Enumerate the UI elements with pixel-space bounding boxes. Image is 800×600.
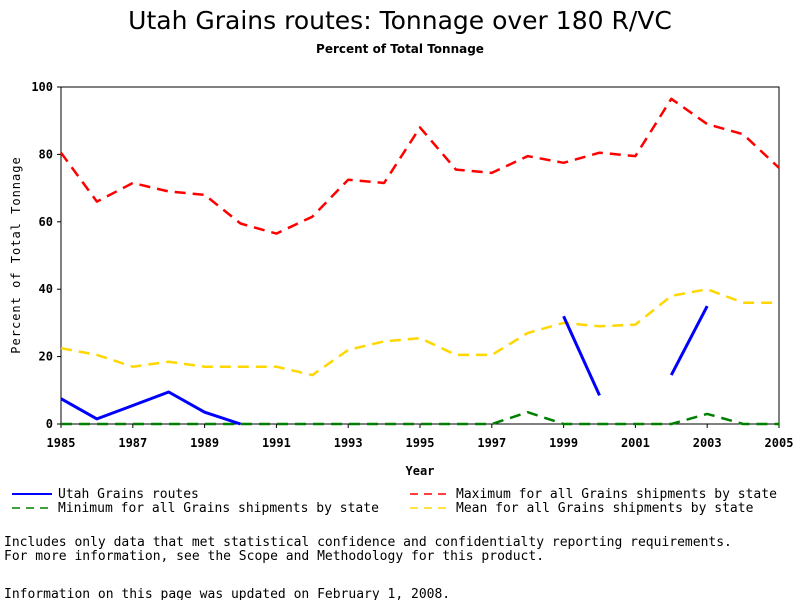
y-tick-label: 0 (46, 417, 53, 431)
x-tick-label: 1991 (262, 436, 291, 450)
x-tick-label: 2001 (621, 436, 650, 450)
y-tick-label: 60 (39, 215, 53, 229)
y-tick-label: 20 (39, 350, 53, 364)
x-tick-label: 1999 (549, 436, 578, 450)
y-axis-label: Percent of Total Tonnage (9, 156, 23, 353)
legend-label-3: Mean for all Grains shipments by state (456, 501, 754, 516)
series-line-2 (61, 410, 779, 426)
series-lines (59, 97, 780, 426)
legend-label-0: Utah Grains routes (58, 487, 199, 502)
x-tick-label: 1993 (334, 436, 363, 450)
y-tick-label: 100 (31, 80, 53, 94)
x-tick-label: 1997 (477, 436, 506, 450)
note-confidence: Includes only data that met statistical … (4, 535, 732, 550)
chart-title: Utah Grains routes: Tonnage over 180 R/V… (128, 6, 672, 35)
series-line-0 (669, 305, 709, 376)
y-tick-label: 80 (39, 147, 53, 161)
chart-subtitle: Percent of Total Tonnage (316, 42, 484, 56)
note-updated: Information on this page was updated on … (4, 587, 451, 600)
x-tick-label: 1995 (406, 436, 435, 450)
series-line-3 (60, 287, 779, 377)
note-methodology: For more information, see the Scope and … (4, 549, 545, 564)
legend-label-1: Maximum for all Grains shipments by stat… (456, 487, 777, 502)
x-tick-label: 1985 (47, 436, 76, 450)
x-tick-label: 2003 (693, 436, 722, 450)
legend: Utah Grains routes Maximum for all Grains… (12, 487, 777, 516)
x-tick-label: 2005 (765, 436, 794, 450)
legend-label-2: Minimum for all Grains shipments by stat… (58, 501, 379, 516)
x-tick-label: 1987 (118, 436, 147, 450)
x-axis-label: Year (406, 464, 435, 478)
series-line-0 (60, 390, 241, 426)
x-axis: 1985 1987 1989 1991 1993 1995 1997 1999 2001 2003… (47, 424, 794, 450)
x-tick-label: 1989 (190, 436, 219, 450)
y-tick-label: 40 (39, 282, 53, 296)
series-line-1 (59, 97, 780, 235)
y-axis: 0 20 40 60 80 100 (31, 80, 61, 431)
series-line-0 (562, 315, 601, 397)
